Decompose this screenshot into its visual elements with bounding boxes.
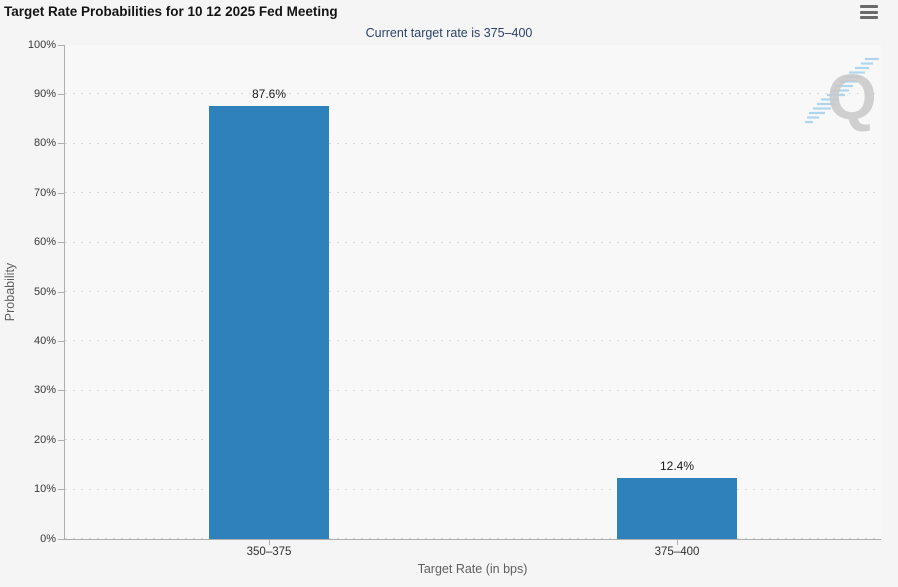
y-axis-tick-label: 80% xyxy=(33,137,56,150)
y-axis-tick-label: 0% xyxy=(40,532,56,545)
y-axis-tick-label: 60% xyxy=(33,236,56,249)
y-axis-tick-label: 70% xyxy=(33,186,56,199)
watermark-swoosh-dashes xyxy=(805,57,879,124)
bar-value-label: 87.6% xyxy=(251,87,287,102)
x-axis-tick xyxy=(269,540,270,545)
gridline xyxy=(65,389,881,391)
gridline xyxy=(65,93,881,95)
watermark-letter: Q xyxy=(827,61,877,133)
chart-subtitle: Current target rate is 375–400 xyxy=(365,26,533,40)
x-axis-tick xyxy=(677,540,678,545)
y-axis-tick-label: 90% xyxy=(33,87,56,100)
y-axis-tick-label: 20% xyxy=(33,433,56,446)
probability-bar[interactable] xyxy=(209,106,329,539)
quikstrike-watermark-logo: Q xyxy=(805,57,879,133)
gridline xyxy=(65,340,881,342)
menu-bar xyxy=(860,10,878,14)
y-axis-tick-label: 30% xyxy=(33,384,56,397)
hamburger-menu-icon xyxy=(860,5,878,19)
plot-area: Q 87.6% 12.4% xyxy=(64,45,881,540)
probability-bar[interactable] xyxy=(617,477,737,539)
x-axis-tick-label: 350–375 xyxy=(246,546,292,558)
chart-menu-button[interactable] xyxy=(860,5,878,20)
gridline xyxy=(65,488,881,490)
bar-value-label: 12.4% xyxy=(659,458,695,473)
chart-title: Target Rate Probabilities for 10 12 2025… xyxy=(4,4,338,19)
menu-bar xyxy=(860,16,878,19)
gridline xyxy=(65,241,881,243)
y-axis-tick-label: 50% xyxy=(33,285,56,298)
y-axis-tick-label: 10% xyxy=(33,483,56,496)
gridline xyxy=(65,291,881,292)
gridline xyxy=(65,538,881,539)
y-axis-tick-label: 100% xyxy=(27,38,56,51)
x-axis-title: Target Rate (in bps) xyxy=(417,562,528,576)
gridline xyxy=(65,439,881,441)
gridline xyxy=(65,192,881,194)
y-axis-title: Probability xyxy=(3,262,17,322)
y-axis-tick-label: 40% xyxy=(33,334,56,347)
gridline xyxy=(65,142,881,144)
menu-bar xyxy=(860,5,878,8)
x-axis-tick-label: 375–400 xyxy=(654,546,700,558)
